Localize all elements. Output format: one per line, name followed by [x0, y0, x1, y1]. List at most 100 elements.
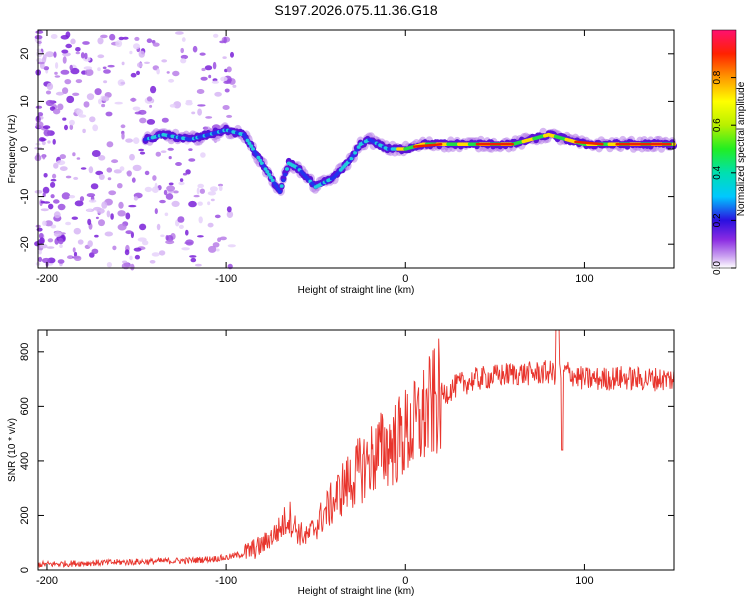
heatmap-noise-blob — [193, 194, 200, 198]
heatmap-noise-blob — [168, 182, 174, 186]
heatmap-noise-blob — [41, 56, 47, 64]
figure-title: S197.2026.075.11.36.G18 — [274, 2, 437, 18]
heatmap-noise-blob — [118, 36, 125, 41]
heatmap-noise-blob — [185, 229, 189, 236]
heatmap-noise-blob — [205, 116, 213, 119]
heatmap-noise-blob — [34, 190, 43, 194]
heatmap-noise-blob — [204, 65, 213, 71]
heatmap-noise-blob — [35, 30, 44, 34]
heatmap-noise-blob — [69, 124, 74, 130]
heatmap-noise-blob — [222, 105, 230, 110]
heatmap-noise-blob — [72, 152, 76, 157]
heatmap-noise-blob — [121, 132, 125, 140]
heatmap-ridge-peak — [268, 175, 273, 180]
heatmap-noise-blob — [98, 219, 105, 227]
heatmap-noise-blob — [105, 111, 113, 117]
heatmap-x-tick-label: -200 — [36, 273, 58, 285]
heatmap-noise-blob — [65, 43, 72, 49]
heatmap-noise-blob — [232, 84, 237, 88]
heatmap-y-tick-label: 0 — [19, 146, 31, 152]
heatmap-ridge-peak — [249, 144, 254, 148]
heatmap-noise-blob — [217, 237, 222, 242]
heatmap-noise-blob — [38, 256, 43, 262]
heatmap-noise-blob — [82, 128, 86, 134]
heatmap-noise-blob — [107, 64, 115, 68]
heatmap-noise-blob — [194, 263, 202, 267]
heatmap-noise-blob — [98, 174, 105, 180]
heatmap-noise-blob — [156, 223, 161, 231]
heatmap-noise-blob — [102, 66, 107, 70]
colorbar-ticks: 0.0 0.2 0.4 0.6 0.8 — [712, 70, 736, 275]
heatmap-noise-blob — [58, 237, 64, 245]
heatmap-noise-blob — [54, 75, 61, 78]
heatmap-noise-blob — [70, 38, 76, 45]
heatmap-noise-blob — [163, 189, 168, 196]
heatmap-noise-blob — [36, 40, 42, 44]
heatmap-noise-blob — [40, 208, 49, 212]
heatmap-noise-blob — [56, 160, 66, 166]
heatmap-noise-blob — [223, 80, 232, 84]
heatmap-noise-blob — [136, 70, 140, 76]
heatmap-noise-blob — [132, 164, 142, 172]
heatmap-noise-blob — [111, 159, 119, 164]
colorbar-tick-label: 0.4 — [712, 165, 723, 179]
heatmap-noise-blob — [197, 108, 203, 116]
heatmap-noise-blob — [171, 200, 180, 207]
heatmap-noise-blob — [160, 234, 165, 238]
heatmap-noise-blob — [173, 190, 179, 194]
heatmap-noise-blob — [69, 119, 75, 126]
heatmap-noise-blob — [38, 232, 44, 239]
heatmap-noise-blob — [125, 230, 133, 235]
heatmap-noise-blob — [121, 61, 125, 66]
heatmap-noise-blob — [109, 33, 116, 41]
heatmap-noise-blob — [130, 72, 137, 78]
heatmap-noise-blob — [134, 111, 142, 115]
heatmap-noise-blob — [119, 166, 125, 172]
heatmap-noise-blob — [124, 249, 130, 256]
colorbar-tick-label: 0.6 — [712, 118, 723, 132]
heatmap-noise-blob — [165, 235, 169, 241]
heatmap-ridge-peak — [272, 181, 277, 186]
snr-y-ticks: 0 200 400 600 800 — [19, 343, 674, 573]
heatmap-x-tick-label: 100 — [575, 273, 593, 285]
heatmap-noise-blob — [101, 103, 106, 108]
heatmap-noise-blob — [65, 221, 72, 226]
heatmap-noise-blob — [94, 234, 99, 238]
heatmap-noise-blob — [55, 91, 64, 96]
heatmap-ridge-peak — [281, 178, 286, 183]
heatmap-noise-blob — [42, 192, 46, 197]
colorbar-tick-label: 0.0 — [712, 261, 723, 275]
heatmap-noise-blob — [220, 76, 228, 82]
heatmap-noise-blob — [98, 155, 106, 161]
heatmap-noise-blob — [104, 231, 114, 237]
heatmap-noise-blob — [226, 210, 234, 218]
heatmap-noise-blob — [218, 183, 223, 187]
heatmap-noise-blob — [84, 52, 88, 60]
heatmap-noise-blob — [144, 170, 150, 176]
heatmap-noise-blob — [72, 92, 80, 97]
heatmap-noise-blob — [62, 117, 67, 121]
heatmap-noise-blob — [122, 36, 129, 40]
heatmap-noise-blob — [207, 222, 214, 228]
heatmap-noise-blob — [155, 151, 161, 157]
heatmap-noise-blob — [39, 244, 48, 249]
heatmap-noise-blob — [164, 212, 169, 217]
heatmap-noise-blob — [224, 88, 230, 93]
snr-frame — [37, 329, 675, 571]
heatmap-noise-blob — [144, 186, 153, 193]
heatmap-noise-blob — [188, 148, 193, 152]
heatmap-noise-blob — [120, 81, 126, 85]
heatmap-noise-blob — [161, 59, 168, 63]
heatmap-noise-blob — [226, 114, 233, 118]
heatmap-noise-blob — [80, 52, 85, 59]
heatmap-noise-blob — [91, 150, 101, 157]
heatmap-noise-blob — [42, 201, 51, 204]
heatmap-noise-blob — [75, 79, 83, 84]
heatmap-noise-blob — [199, 188, 205, 194]
heatmap-noise-blob — [180, 54, 189, 60]
heatmap-noise-blob — [77, 239, 84, 245]
heatmap-noise-blob — [188, 158, 196, 162]
heatmap-noise-blob — [210, 198, 215, 202]
heatmap-noise-blob — [52, 108, 61, 115]
heatmap-noise-blob — [106, 262, 112, 268]
